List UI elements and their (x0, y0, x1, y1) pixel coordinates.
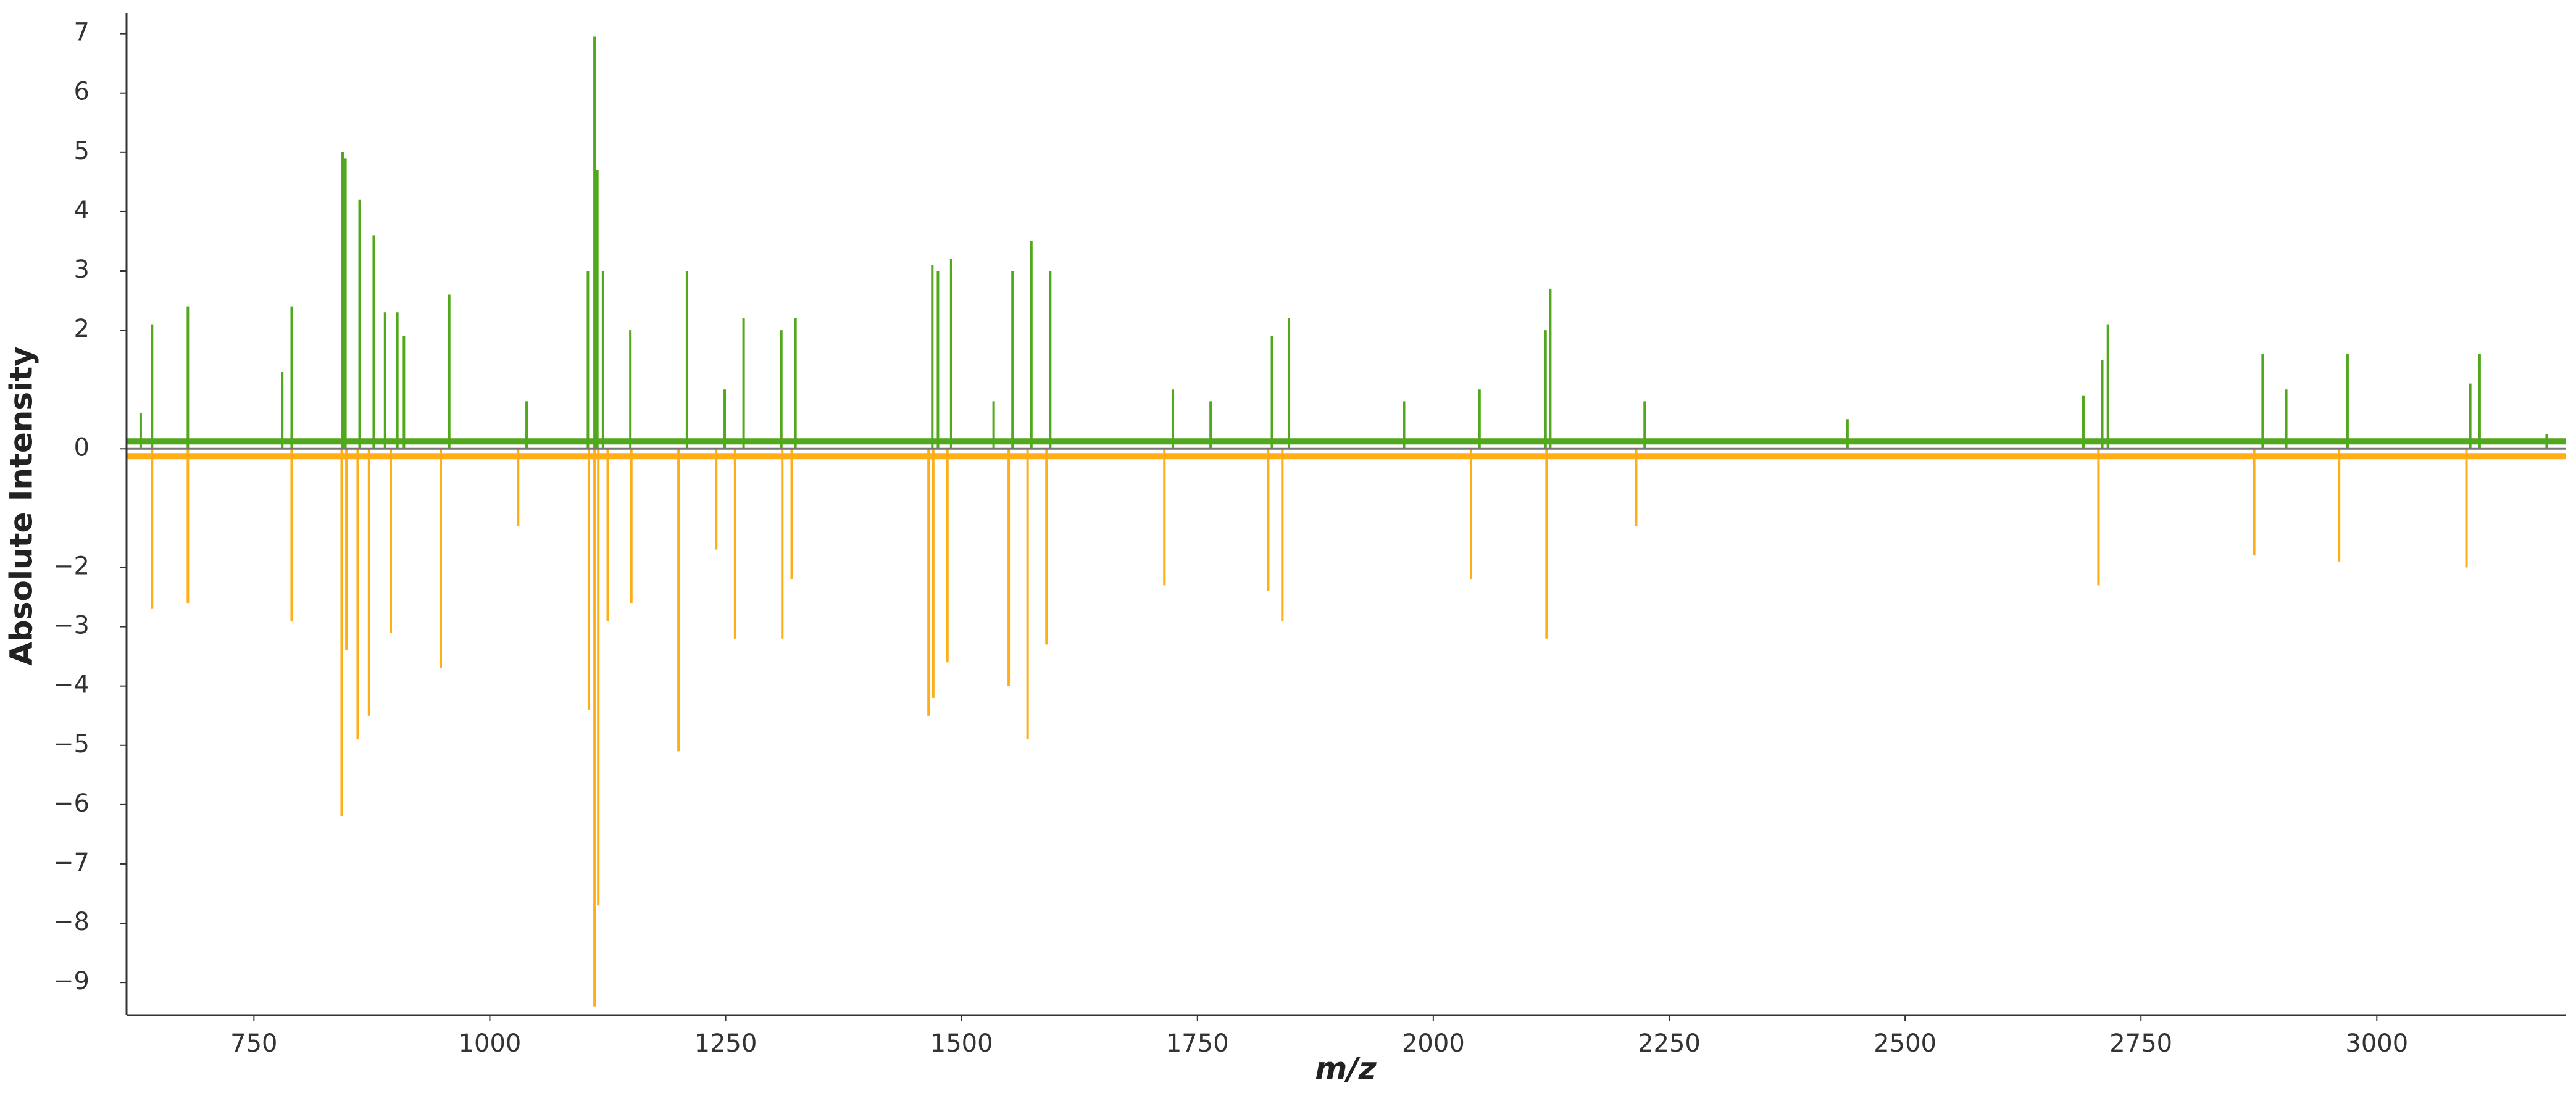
y-tick-label: −8 (53, 908, 90, 936)
x-tick-label: 2500 (1874, 1029, 1936, 1058)
x-tick-label: 1000 (459, 1029, 522, 1058)
y-tick-label: −3 (53, 612, 90, 640)
y-tick-label: 4 (74, 196, 90, 225)
y-tick-label: −4 (53, 671, 90, 699)
x-tick-label: 2750 (2109, 1029, 2172, 1058)
x-tick-label: 750 (230, 1029, 277, 1058)
x-tick-label: 2000 (1402, 1029, 1465, 1058)
y-tick-label: 0 (74, 433, 90, 462)
x-tick-label: 1250 (694, 1029, 757, 1058)
y-tick-label: −2 (53, 552, 90, 580)
y-tick-label: 6 (74, 78, 90, 106)
y-tick-label: 7 (74, 19, 90, 47)
y-axis-title: Absolute Intensity (4, 346, 40, 666)
y-tick-label: 2 (74, 315, 90, 343)
y-tick-label: −5 (53, 730, 90, 758)
x-axis-title: m/z (1315, 1051, 1377, 1087)
y-tick-label: 3 (74, 255, 90, 284)
x-tick-label: 1500 (930, 1029, 993, 1058)
y-tick-label: 5 (74, 137, 90, 165)
y-tick-label: −7 (53, 849, 90, 877)
y-tick-label: −9 (53, 967, 90, 995)
x-tick-label: 2250 (1638, 1029, 1701, 1058)
x-tick-label: 3000 (2345, 1029, 2408, 1058)
y-tick-label: −6 (53, 789, 90, 818)
x-tick-label: 1750 (1166, 1029, 1229, 1058)
